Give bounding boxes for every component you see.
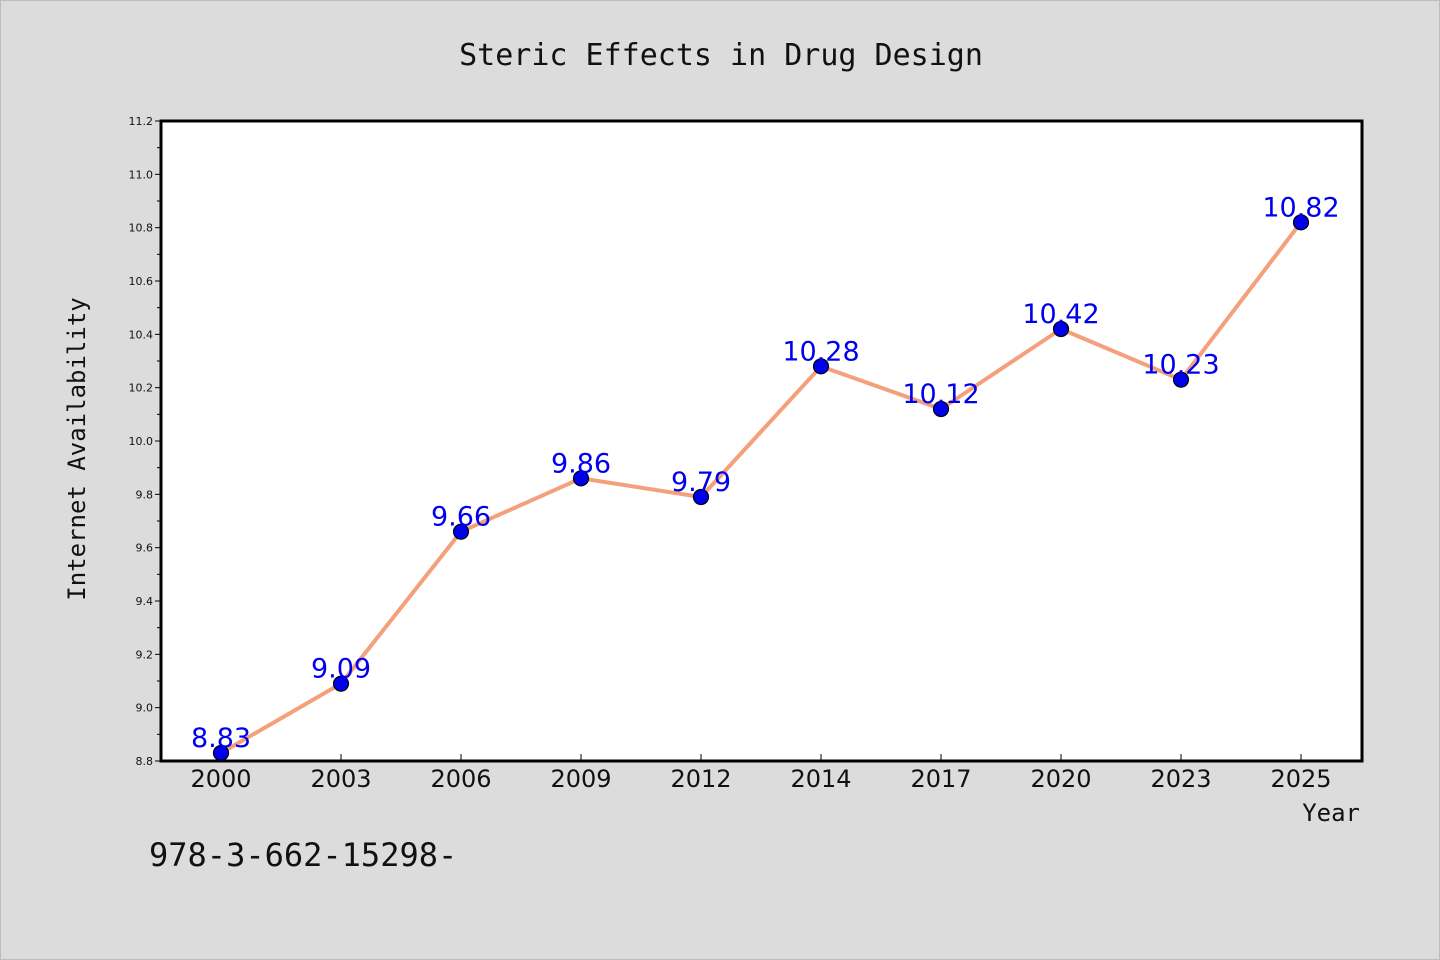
data-label: 9.09 bbox=[311, 654, 371, 685]
plot-area bbox=[161, 121, 1362, 761]
y-tick-label: 10.2 bbox=[129, 382, 154, 395]
y-axis: 8.8 9.0 9.2 9.4 9.6 9.8 10.0 10.2 10.4 10.6 10.8 11… bbox=[129, 115, 161, 768]
y-tick-label: 8.8 bbox=[136, 755, 154, 768]
data-point bbox=[572, 470, 590, 487]
y-tick-label: 11.0 bbox=[129, 168, 154, 181]
y-axis-label: Internet Availability bbox=[63, 297, 91, 600]
x-tick-label: 2006 bbox=[430, 765, 491, 793]
y-tick-label: 9.6 bbox=[136, 542, 154, 555]
data-label: 8.83 bbox=[191, 723, 251, 754]
x-tick-label: 2012 bbox=[670, 765, 731, 793]
data-label: 10.28 bbox=[782, 336, 859, 367]
data-point bbox=[812, 358, 830, 375]
data-label: 9.86 bbox=[551, 448, 611, 479]
data-label: 10.42 bbox=[1022, 299, 1099, 330]
data-label: 10.12 bbox=[902, 379, 979, 410]
data-label: 10.82 bbox=[1262, 192, 1339, 223]
y-tick-label: 10.4 bbox=[129, 328, 154, 341]
y-tick-label: 10.0 bbox=[129, 435, 154, 448]
x-tick-label: 2009 bbox=[550, 765, 611, 793]
x-axis-label: Year bbox=[1302, 799, 1360, 827]
data-point bbox=[1292, 214, 1310, 231]
data-point bbox=[332, 675, 350, 692]
chart-title: Steric Effects in Drug Design bbox=[459, 38, 983, 73]
x-tick-label: 2000 bbox=[190, 765, 251, 793]
x-tick-label: 2023 bbox=[1150, 765, 1211, 793]
data-point bbox=[1052, 320, 1070, 338]
x-tick-label: 2020 bbox=[1030, 765, 1091, 793]
data-point bbox=[932, 400, 950, 418]
data-label: 10.23 bbox=[1142, 350, 1219, 381]
data-point bbox=[1172, 371, 1190, 388]
x-tick-label: 2003 bbox=[310, 765, 371, 793]
y-tick-label: 10.8 bbox=[129, 222, 154, 235]
series-polyline bbox=[219, 221, 1303, 755]
annotation-text: 978-3-662-15298- bbox=[149, 836, 457, 874]
y-tick-label: 9.0 bbox=[136, 702, 154, 715]
y-tick-label: 11.2 bbox=[129, 115, 154, 128]
y-tick-label: 10.6 bbox=[129, 275, 154, 288]
y-tick-label: 9.4 bbox=[136, 595, 154, 608]
data-point bbox=[692, 488, 710, 506]
x-tick-label: 2014 bbox=[790, 765, 851, 793]
y-tick-label: 9.2 bbox=[136, 648, 154, 661]
data-point bbox=[452, 523, 470, 540]
y-tick-label: 9.8 bbox=[136, 488, 154, 501]
x-tick-label: 2025 bbox=[1270, 765, 1331, 793]
series-line: 8.83 9.09 9.66 9.86 9.79 10.28 10.12 10.42 10.23… bbox=[191, 192, 1340, 762]
x-axis: 2000 2003 2006 2009 2012 2014 2017 2020 2023 2025 bbox=[190, 754, 1332, 793]
data-label: 9.66 bbox=[431, 502, 491, 533]
data-label: 9.79 bbox=[671, 467, 731, 498]
plot-frame bbox=[159, 119, 1364, 763]
x-tick-label: 2017 bbox=[910, 765, 971, 793]
